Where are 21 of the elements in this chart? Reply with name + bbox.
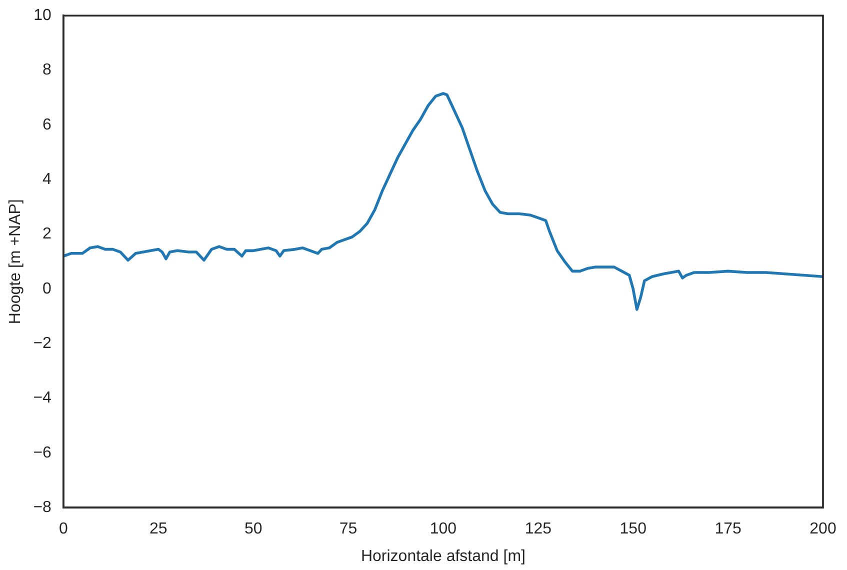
y-tick-label: −4 — [33, 390, 52, 407]
y-tick-label: 8 — [42, 62, 52, 79]
x-tick-label: 100 — [430, 520, 457, 538]
y-tick-label: 4 — [42, 171, 52, 188]
x-tick-label: 125 — [524, 520, 552, 538]
y-tick-label: −8 — [33, 499, 52, 516]
y-tick-label: 10 — [34, 7, 52, 24]
x-tick-label: 25 — [149, 520, 168, 538]
y-tick-label: −2 — [33, 335, 52, 352]
x-tick-label: 75 — [339, 520, 358, 538]
y-tick-label: 0 — [42, 280, 52, 298]
x-tick-label: 175 — [714, 520, 742, 538]
y-tick-label: 6 — [42, 116, 52, 134]
x-axis-title: Horizontale afstand [m] — [360, 548, 526, 565]
y-tick-label: 2 — [42, 226, 52, 243]
x-tick-label: 150 — [620, 520, 647, 538]
y-tick-label: −6 — [33, 444, 52, 462]
x-tick-label: 200 — [810, 520, 836, 538]
y-axis-title: Hoogte [m +NAP] — [7, 199, 24, 324]
x-tick-label: 50 — [244, 520, 262, 538]
x-tick-label: 0 — [58, 520, 68, 538]
